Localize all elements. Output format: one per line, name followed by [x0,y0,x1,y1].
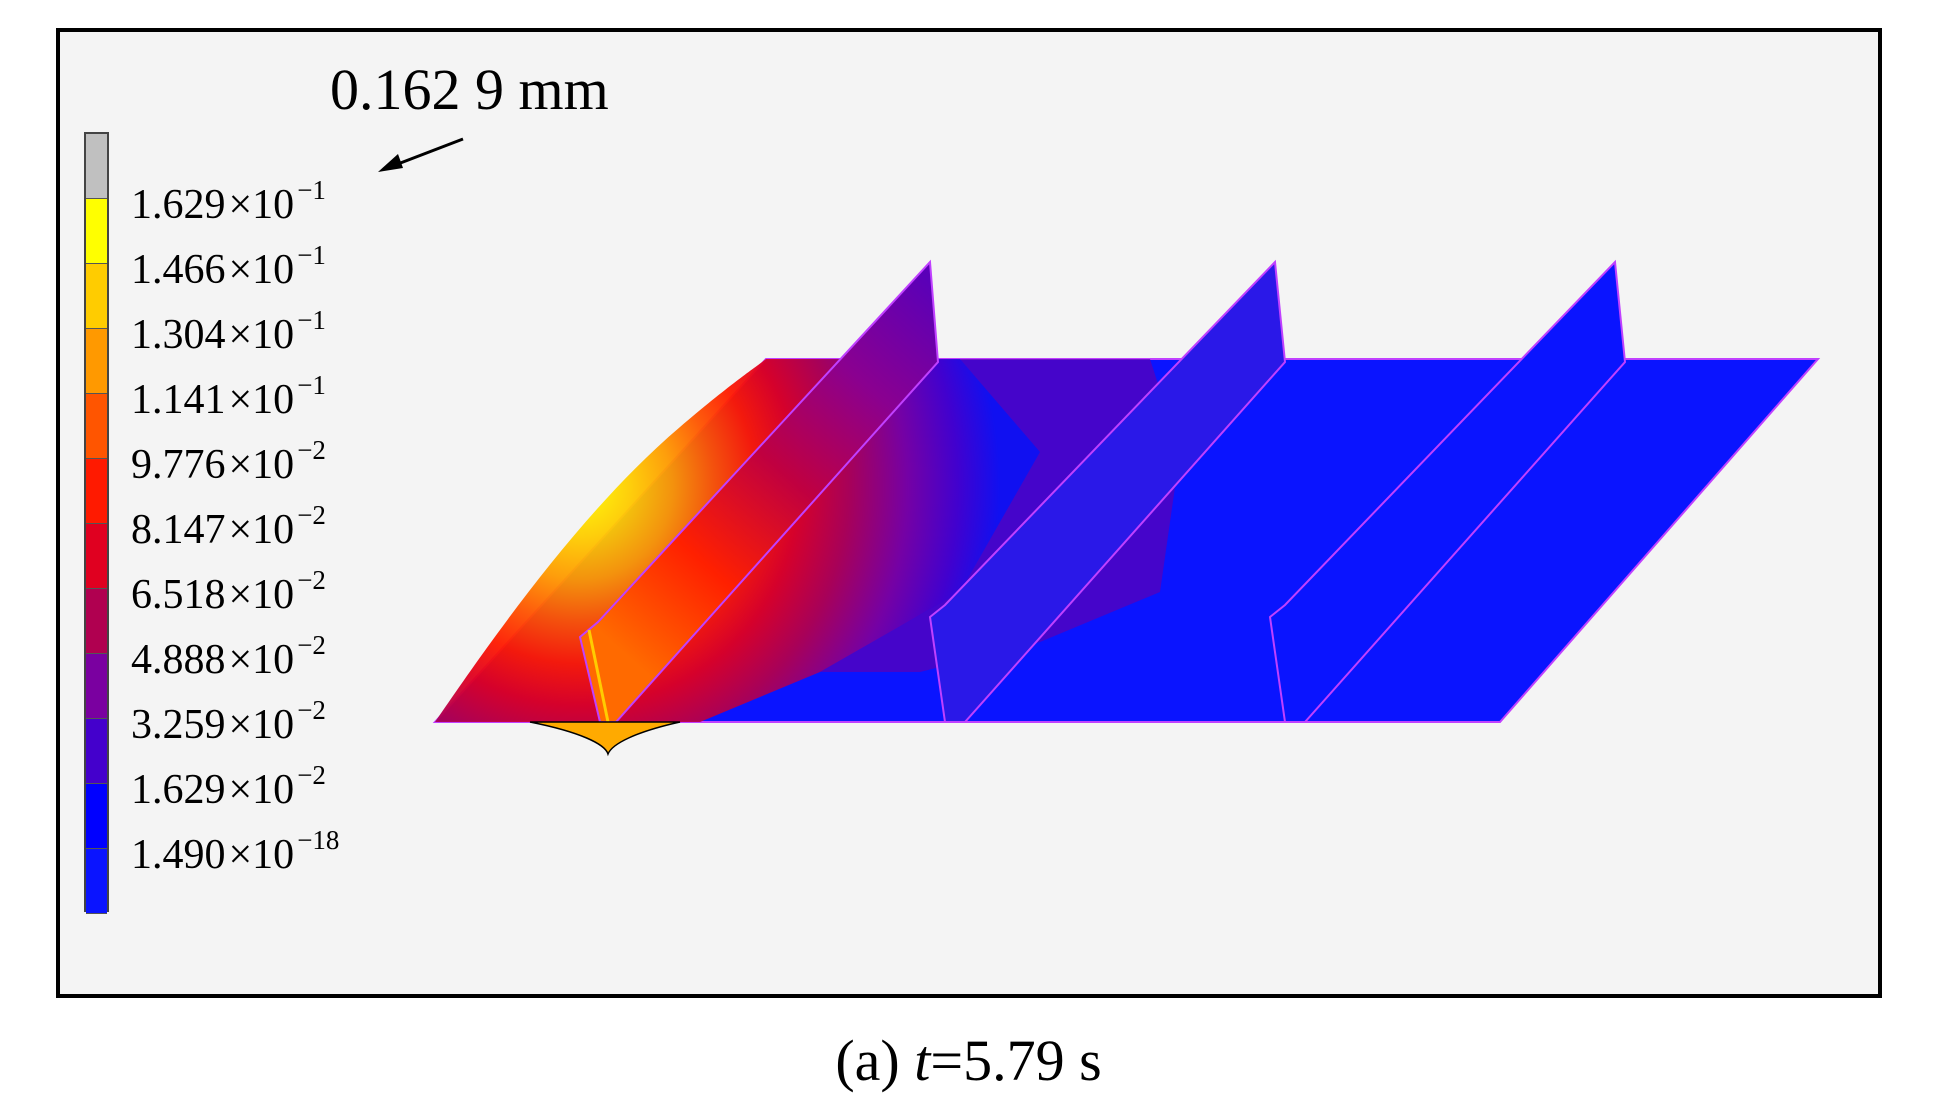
legend-label-4: 1.141×10 −1 [131,370,326,423]
legend-label-10: 1.629×10 −2 [131,760,326,813]
color-legend-bar [84,132,109,914]
callout-arrow [389,137,464,169]
caption-prefix: (a) [835,1028,915,1093]
figure-caption: (a) t=5.79 s [0,1030,1937,1092]
legend-color-4 [86,394,107,459]
stiffener-2 [928,259,1287,723]
legend-color-9 [86,719,107,784]
legend-label-3: 1.304×10 −1 [131,305,326,358]
contour-plot-frame: 1.629×10 −1 1.466×10 −1 1.304×10 −1 1.141×10 −1… [56,28,1882,998]
legend-color-8 [86,654,107,719]
legend-color-5 [86,459,107,524]
contour-plot [378,137,1821,757]
legend-label-2: 1.466×10 −1 [131,240,326,293]
weld-bulge [529,721,681,757]
legend-label-8: 4.888×10 −2 [131,630,326,683]
legend-color-10 [86,784,107,849]
legend-color-11 [86,849,107,914]
legend-label-5: 9.776×10 −2 [131,435,326,488]
max-value-callout: 0.162 9 mm [330,57,609,122]
legend-color-6 [86,524,107,589]
legend-label-7: 6.518×10 −2 [131,565,326,618]
legend-label-9: 3.259×10 −2 [131,695,326,748]
stiffener-3 [1268,259,1627,723]
legend-label-6: 8.147×10 −2 [131,500,326,553]
legend-cap-top [86,134,107,199]
caption-variable: t [914,1028,931,1093]
legend-color-2 [86,264,107,329]
legend-color-7 [86,589,107,654]
legend-color-1 [86,199,107,264]
legend-label-1: 1.629×10 −1 [131,175,326,228]
caption-value: =5.79 s [930,1028,1102,1093]
diffusion-zone [820,359,1180,672]
legend-color-3 [86,329,107,394]
legend-label-11: 1.490×10 −18 [131,825,340,878]
